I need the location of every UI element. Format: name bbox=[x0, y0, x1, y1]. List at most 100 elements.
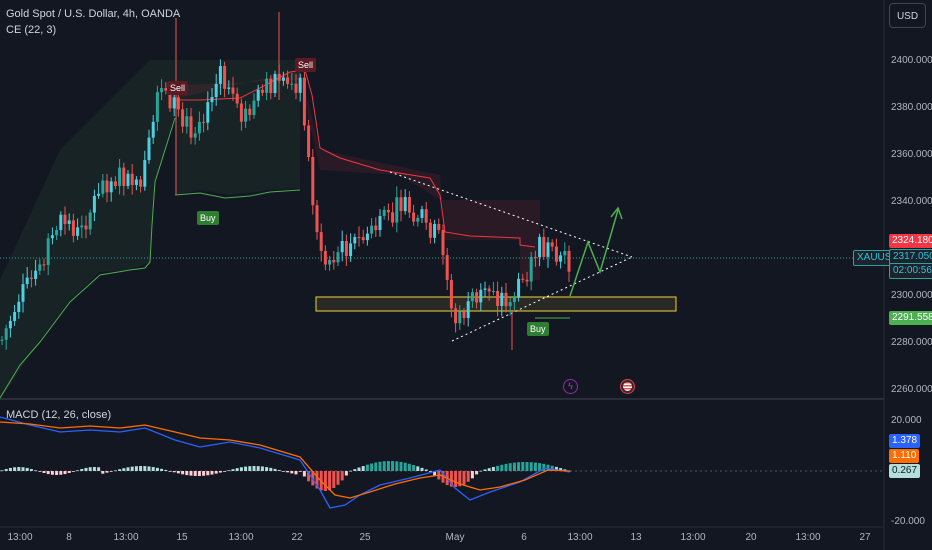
us-flag-event-icon[interactable] bbox=[620, 379, 635, 394]
candle-body bbox=[80, 225, 84, 228]
time-tick: 13:00 bbox=[228, 532, 254, 543]
buy-signal-label[interactable]: Buy bbox=[527, 322, 549, 336]
candle-body bbox=[8, 320, 12, 329]
histogram-bar bbox=[147, 466, 151, 471]
candle-body bbox=[437, 224, 441, 230]
lightning-event-icon[interactable]: ϟ bbox=[563, 379, 578, 394]
candle-body bbox=[298, 77, 302, 93]
candle-body bbox=[349, 243, 353, 257]
histogram-bar bbox=[466, 471, 470, 482]
candle-body bbox=[412, 212, 416, 222]
candle-body bbox=[185, 116, 189, 127]
candle-body bbox=[71, 220, 75, 236]
candle-body bbox=[202, 121, 206, 123]
candle-body bbox=[273, 73, 277, 94]
time-tick: 20 bbox=[745, 532, 757, 543]
histogram-bar bbox=[235, 468, 239, 471]
histogram-bar bbox=[151, 467, 155, 471]
candle-body bbox=[550, 242, 554, 247]
candle-body bbox=[332, 259, 336, 263]
histogram-bar bbox=[13, 467, 17, 471]
histogram-bar bbox=[454, 471, 458, 487]
histogram-bar bbox=[525, 462, 529, 471]
sell-signal-label[interactable]: Sell bbox=[295, 58, 317, 72]
histogram-bar bbox=[92, 467, 96, 471]
candle-body bbox=[441, 229, 445, 256]
histogram-bar bbox=[336, 471, 340, 485]
candle-body bbox=[567, 250, 571, 272]
support-zone[interactable] bbox=[315, 296, 677, 312]
histogram-bar bbox=[382, 461, 386, 471]
histogram-bar bbox=[50, 471, 54, 475]
histogram-bar bbox=[181, 471, 185, 475]
symbol-title[interactable]: Gold Spot / U.S. Dollar, 4h, OANDA bbox=[6, 8, 181, 20]
histogram-bar bbox=[17, 467, 21, 471]
candle-body bbox=[483, 288, 487, 290]
histogram-bar bbox=[554, 466, 558, 471]
candle-body bbox=[0, 339, 4, 341]
triangle-lower-line[interactable] bbox=[451, 256, 633, 342]
histogram-bar bbox=[470, 471, 474, 479]
candle-body bbox=[428, 222, 432, 238]
macd-tick: 20.000 bbox=[891, 415, 922, 426]
histogram-bar bbox=[63, 471, 67, 475]
histogram-bar bbox=[353, 469, 357, 471]
candle-body bbox=[512, 297, 516, 303]
candle-body bbox=[386, 209, 390, 213]
candle-body bbox=[491, 290, 495, 292]
candle-body bbox=[118, 167, 122, 187]
candle-body bbox=[315, 205, 319, 233]
histogram-bar bbox=[46, 471, 50, 475]
histogram-bar bbox=[403, 462, 407, 471]
candle-body bbox=[67, 220, 71, 224]
currency-button[interactable]: USD bbox=[889, 3, 926, 28]
candle-body bbox=[395, 197, 399, 223]
candle-body bbox=[130, 173, 134, 185]
sell-signal-label[interactable]: Sell bbox=[167, 81, 189, 95]
candle-body bbox=[554, 246, 558, 262]
projection-path[interactable] bbox=[569, 209, 619, 297]
histogram-bar bbox=[298, 471, 302, 472]
candle-body bbox=[88, 212, 92, 230]
candle-body bbox=[181, 109, 185, 127]
histogram-bar bbox=[365, 464, 369, 471]
candle-body bbox=[458, 311, 462, 324]
histogram-bar bbox=[491, 466, 495, 471]
candle-body bbox=[391, 212, 395, 223]
histogram-bar bbox=[424, 469, 428, 471]
candle-body bbox=[357, 237, 361, 239]
histogram-bar bbox=[378, 461, 382, 471]
candle-body bbox=[13, 311, 17, 321]
histogram-bar bbox=[193, 471, 197, 476]
candle-body bbox=[218, 66, 222, 84]
candle-body bbox=[189, 116, 193, 138]
histogram-bar bbox=[508, 463, 512, 471]
histogram-bar bbox=[302, 471, 306, 477]
candle-body bbox=[281, 77, 285, 81]
price-tick: 2260.000 bbox=[891, 384, 932, 395]
histogram-bar bbox=[67, 471, 71, 473]
candle-body bbox=[374, 225, 378, 231]
histogram-bar bbox=[391, 461, 395, 471]
candle-body bbox=[109, 181, 113, 193]
candle-body bbox=[147, 137, 151, 161]
candle-body bbox=[525, 279, 529, 282]
histogram-bar bbox=[160, 468, 164, 471]
ce-indicator-legend[interactable]: CE (22, 3) bbox=[6, 24, 57, 36]
histogram-bar bbox=[101, 471, 105, 474]
macd-indicator-legend[interactable]: MACD (12, 26, close) bbox=[6, 409, 112, 421]
histogram-bar bbox=[269, 467, 273, 471]
histogram-bar bbox=[374, 462, 378, 471]
candle-body bbox=[424, 209, 428, 223]
candle-body bbox=[172, 97, 176, 109]
candle-body bbox=[529, 256, 533, 282]
buy-signal-label[interactable]: Buy bbox=[197, 211, 219, 225]
candle-body bbox=[370, 225, 374, 234]
histogram-bar bbox=[126, 467, 130, 471]
candle-body bbox=[21, 284, 25, 302]
macd-histogram bbox=[0, 461, 571, 491]
candle-body bbox=[475, 292, 479, 303]
histogram-bar bbox=[462, 471, 466, 485]
histogram-value-tag: 0.267 bbox=[889, 464, 921, 478]
